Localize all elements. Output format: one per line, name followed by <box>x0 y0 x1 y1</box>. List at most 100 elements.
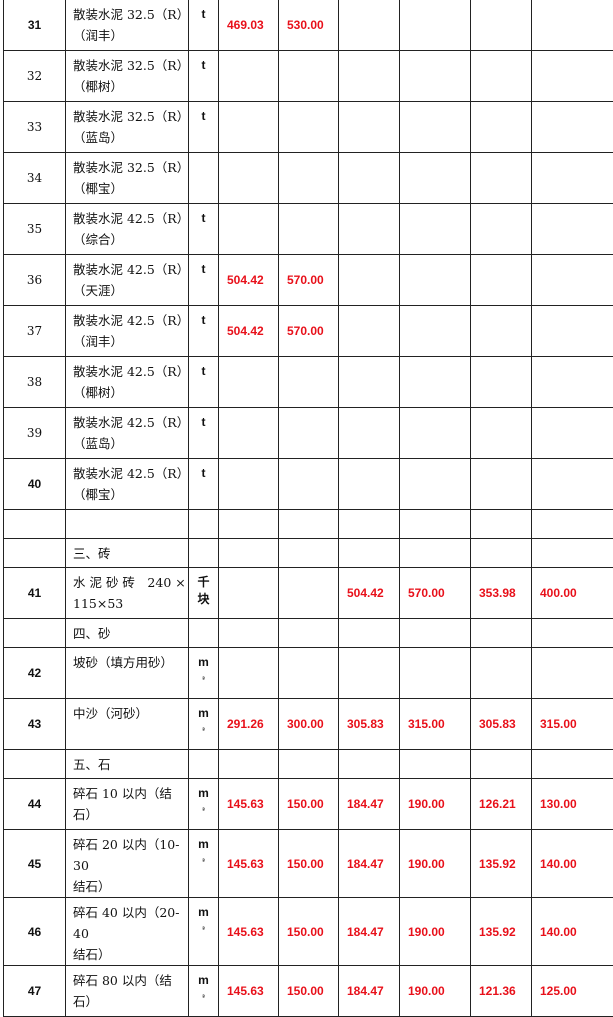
price-value <box>339 408 400 459</box>
unit-text: 千 <box>189 574 218 591</box>
price-value <box>339 459 400 510</box>
unit-text: m <box>189 705 218 722</box>
material-name: 散装水泥 42.5（R）（蓝岛） <box>66 408 189 459</box>
price-value <box>471 357 532 408</box>
material-name-line: 散装水泥 32.5（R） <box>73 106 188 127</box>
row-number <box>4 619 66 648</box>
unit: t <box>189 51 219 102</box>
price-value <box>279 568 339 619</box>
material-name-line: （椰宝） <box>73 484 188 505</box>
price-value: 184.47 <box>339 898 400 966</box>
price-value <box>400 408 471 459</box>
price-value <box>471 306 532 357</box>
material-name-line: 散装水泥 32.5（R） <box>73 55 188 76</box>
price-value: 190.00 <box>400 779 471 830</box>
price-value: 140.00 <box>532 830 613 898</box>
price-value: 150.00 <box>279 966 339 1017</box>
price-value <box>532 357 613 408</box>
price-value <box>471 51 532 102</box>
row-number: 46 <box>4 898 66 966</box>
price-value: 121.36 <box>471 966 532 1017</box>
unit <box>189 539 219 568</box>
price-value <box>400 357 471 408</box>
material-name-line: 结石） <box>73 876 188 897</box>
unit-text: t <box>189 465 218 482</box>
price-value <box>400 750 471 779</box>
price-value: 184.47 <box>339 779 400 830</box>
row-number: 37 <box>4 306 66 357</box>
row-number <box>4 539 66 568</box>
material-name: 中沙（河砂） <box>66 699 189 750</box>
material-name-line: 碎石 80 以内（结石） <box>73 970 188 1012</box>
price-value: 150.00 <box>279 779 339 830</box>
material-name-line: 散装水泥 42.5（R） <box>73 412 188 433</box>
price-value <box>279 619 339 648</box>
material-name-line: （蓝岛） <box>73 127 188 148</box>
material-name: 散装水泥 32.5（R）（蓝岛） <box>66 102 189 153</box>
material-name-line: 散装水泥 42.5（R） <box>73 310 188 331</box>
price-value: 145.63 <box>219 830 279 898</box>
price-value: 190.00 <box>400 966 471 1017</box>
price-value <box>471 619 532 648</box>
price-value <box>471 459 532 510</box>
price-value <box>339 153 400 204</box>
price-value: 130.00 <box>532 779 613 830</box>
price-value: 305.83 <box>471 699 532 750</box>
price-value: 135.92 <box>471 830 532 898</box>
price-value <box>219 102 279 153</box>
price-value <box>339 102 400 153</box>
material-name-line: 碎石 10 以内（结石） <box>73 783 188 825</box>
price-value <box>532 0 613 51</box>
material-name: 散装水泥 42.5（R）（综合） <box>66 204 189 255</box>
material-name-line: 五、石 <box>73 754 188 775</box>
price-value <box>279 539 339 568</box>
table-row <box>4 510 613 539</box>
price-value: 190.00 <box>400 898 471 966</box>
unit <box>189 153 219 204</box>
material-name-line: （润丰） <box>73 25 188 46</box>
unit-text: ³ <box>189 989 218 1006</box>
price-value: 140.00 <box>532 898 613 966</box>
unit-text: ³ <box>189 853 218 870</box>
material-name-line: 散装水泥 42.5（R） <box>73 208 188 229</box>
unit-text: m <box>189 904 218 921</box>
unit-text: t <box>189 6 218 23</box>
unit-text: t <box>189 261 218 278</box>
material-name: 散装水泥 32.5（R）（润丰） <box>66 0 189 51</box>
unit-text: t <box>189 57 218 74</box>
price-value <box>219 568 279 619</box>
material-name-line: 水 泥 砂 砖 240 × <box>73 572 188 593</box>
price-value <box>339 306 400 357</box>
price-value: 315.00 <box>532 699 613 750</box>
row-number: 47 <box>4 966 66 1017</box>
price-value <box>339 204 400 255</box>
price-value <box>532 619 613 648</box>
price-value <box>400 204 471 255</box>
price-value <box>400 51 471 102</box>
price-value: 145.63 <box>219 966 279 1017</box>
price-value: 291.26 <box>219 699 279 750</box>
price-value: 315.00 <box>400 699 471 750</box>
price-value <box>471 648 532 699</box>
material-name: 碎石 80 以内（结石） <box>66 966 189 1017</box>
price-value: 125.00 <box>532 966 613 1017</box>
unit-text: ³ <box>189 802 218 819</box>
price-value <box>400 539 471 568</box>
material-name: 水 泥 砂 砖 240 ×115×53 <box>66 568 189 619</box>
unit: t <box>189 408 219 459</box>
row-number: 44 <box>4 779 66 830</box>
price-value <box>471 153 532 204</box>
price-value <box>532 306 613 357</box>
unit: t <box>189 459 219 510</box>
price-value <box>279 102 339 153</box>
price-value <box>279 648 339 699</box>
material-name-line: 115×53 <box>73 593 188 614</box>
